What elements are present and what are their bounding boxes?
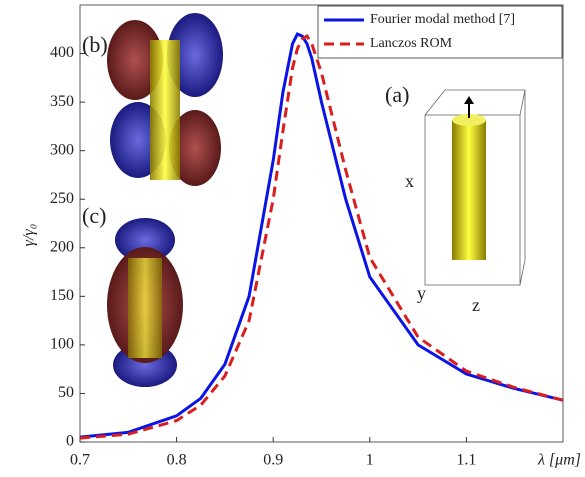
y-tick-label: 50	[58, 384, 74, 401]
annotation: z	[472, 295, 480, 315]
x-tick-label: 1	[366, 452, 374, 469]
legend-label: Fourier modal method [7]	[370, 12, 515, 27]
axes-frame	[79, 4, 564, 443]
annotation: x	[405, 171, 414, 191]
y-tick-label: 250	[50, 190, 74, 207]
annotation: (a)	[385, 82, 409, 107]
y-tick-label: 0	[66, 433, 74, 450]
inset-c	[107, 218, 183, 387]
y-tick-label: 400	[50, 44, 74, 61]
x-tick-label: 1.1	[456, 452, 476, 469]
y-tick-label: 150	[50, 287, 74, 304]
y-tick-label: 200	[50, 238, 74, 255]
plot-area: 0 50 100 150 200 250 300 350 400 0.7 0.8 0.9 1 1.1 Fou…	[50, 4, 564, 469]
legend-label: Lanczos ROM	[370, 36, 453, 51]
x-tick-label: 0.7	[70, 452, 90, 469]
series-line	[79, 34, 564, 440]
annotation: (c)	[82, 203, 106, 228]
inset-b	[107, 13, 223, 186]
x-tick-label: 0.8	[167, 452, 187, 469]
x-axis-label: λ [μm]	[537, 452, 581, 469]
x-tick-label: 0.9	[263, 452, 283, 469]
series-line	[79, 32, 564, 439]
y-tick-label: 350	[50, 93, 74, 110]
y-tick-label: 300	[50, 141, 74, 158]
legend-box	[317, 5, 563, 59]
annotation: y	[417, 283, 426, 303]
y-axis-label: γ/γ₀	[21, 224, 38, 247]
annotation: (b)	[82, 32, 108, 57]
y-tick-label: 100	[50, 336, 74, 353]
inset-a	[424, 89, 526, 286]
